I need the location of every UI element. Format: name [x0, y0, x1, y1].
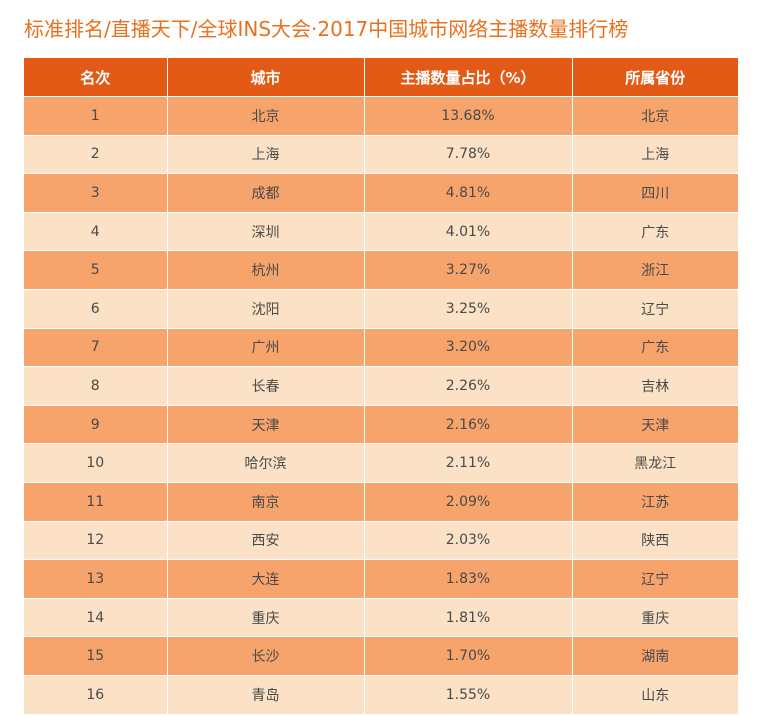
city-cell: 北京 [167, 96, 365, 136]
table-row: 9 天津 2.16% 天津 [24, 404, 738, 444]
table-row: 2 上海 7.78% 上海 [24, 134, 738, 174]
city-cell: 天津 [167, 404, 365, 444]
table-row: 14 重庆 1.81% 重庆 [24, 597, 738, 637]
share-cell: 3.27% [364, 250, 573, 290]
header-rank: 名次 [24, 58, 168, 97]
rank-cell: 10 [24, 443, 168, 483]
table-row: 11 南京 2.09% 江苏 [24, 481, 738, 522]
rank-cell: 16 [24, 674, 168, 714]
table-row: 5 杭州 3.27% 浙江 [24, 250, 738, 290]
city-cell: 青岛 [167, 674, 365, 714]
province-cell: 重庆 [572, 597, 738, 637]
share-cell: 2.03% [364, 520, 573, 560]
table-row: 8 长春 2.26% 吉林 [24, 366, 738, 406]
city-cell: 成都 [167, 173, 365, 213]
city-cell: 上海 [167, 134, 365, 174]
table-row: 1 北京 13.68% 北京 [24, 96, 738, 136]
share-cell: 1.70% [364, 636, 573, 676]
rank-cell: 5 [24, 250, 168, 290]
table-row: 15 长沙 1.70% 湖南 [24, 636, 738, 676]
rank-cell: 14 [24, 597, 168, 637]
header-share: 主播数量占比（%） [364, 58, 573, 97]
rank-cell: 15 [24, 636, 168, 676]
table-row: 10 哈尔滨 2.11% 黑龙江 [24, 443, 738, 483]
province-cell: 上海 [572, 134, 738, 174]
table-row: 16 青岛 1.55% 山东 [24, 674, 738, 714]
header-province: 所属省份 [572, 58, 738, 97]
table-body: 1 北京 13.68% 北京 2 上海 7.78% 上海 3 成都 4.81% … [24, 96, 738, 714]
table-row: 12 西安 2.03% 陕西 [24, 520, 738, 560]
province-cell: 陕西 [572, 520, 738, 560]
share-cell: 1.81% [364, 597, 573, 637]
city-cell: 长沙 [167, 636, 365, 676]
share-cell: 2.09% [364, 481, 573, 522]
city-cell: 深圳 [167, 211, 365, 251]
province-cell: 天津 [572, 404, 738, 444]
rank-cell: 1 [24, 96, 168, 136]
page-title: 标准排名/直播天下/全球INS大会·2017中国城市网络主播数量排行榜 [24, 17, 629, 41]
province-cell: 广东 [572, 211, 738, 251]
share-cell: 2.11% [364, 443, 573, 483]
province-cell: 四川 [572, 173, 738, 213]
rank-cell: 9 [24, 404, 168, 444]
province-cell: 江苏 [572, 481, 738, 522]
table-header: 名次 城市 主播数量占比（%） 所属省份 [24, 58, 738, 97]
province-cell: 湖南 [572, 636, 738, 676]
rank-cell: 11 [24, 481, 168, 522]
city-cell: 杭州 [167, 250, 365, 290]
province-cell: 吉林 [572, 366, 738, 406]
city-cell: 广州 [167, 327, 365, 367]
city-cell: 西安 [167, 520, 365, 560]
share-cell: 2.26% [364, 366, 573, 406]
province-cell: 辽宁 [572, 559, 738, 599]
share-cell: 4.81% [364, 173, 573, 213]
table-row: 7 广州 3.20% 广东 [24, 327, 738, 367]
rank-cell: 3 [24, 173, 168, 213]
rank-cell: 7 [24, 327, 168, 367]
rank-cell: 2 [24, 134, 168, 174]
province-cell: 辽宁 [572, 288, 738, 329]
city-cell: 长春 [167, 366, 365, 406]
share-cell: 3.20% [364, 327, 573, 367]
table-row: 6 沈阳 3.25% 辽宁 [24, 288, 738, 329]
share-cell: 13.68% [364, 96, 573, 136]
table-row: 3 成都 4.81% 四川 [24, 173, 738, 213]
rank-cell: 8 [24, 366, 168, 406]
table-row: 13 大连 1.83% 辽宁 [24, 559, 738, 599]
province-cell: 浙江 [572, 250, 738, 290]
share-cell: 1.55% [364, 674, 573, 714]
province-cell: 北京 [572, 96, 738, 136]
header-row: 名次 城市 主播数量占比（%） 所属省份 [24, 58, 738, 97]
share-cell: 2.16% [364, 404, 573, 444]
share-cell: 7.78% [364, 134, 573, 174]
province-cell: 黑龙江 [572, 443, 738, 483]
city-cell: 重庆 [167, 597, 365, 637]
rank-cell: 12 [24, 520, 168, 560]
province-cell: 山东 [572, 674, 738, 714]
share-cell: 4.01% [364, 211, 573, 251]
city-cell: 大连 [167, 559, 365, 599]
share-cell: 1.83% [364, 559, 573, 599]
rank-cell: 13 [24, 559, 168, 599]
city-cell: 沈阳 [167, 288, 365, 329]
share-cell: 3.25% [364, 288, 573, 329]
ranking-table: 名次 城市 主播数量占比（%） 所属省份 1 北京 13.68% 北京 2 上海… [24, 58, 738, 714]
city-cell: 南京 [167, 481, 365, 522]
rank-cell: 4 [24, 211, 168, 251]
rank-cell: 6 [24, 288, 168, 329]
city-cell: 哈尔滨 [167, 443, 365, 483]
province-cell: 广东 [572, 327, 738, 367]
table-row: 4 深圳 4.01% 广东 [24, 211, 738, 251]
header-city: 城市 [167, 58, 365, 97]
